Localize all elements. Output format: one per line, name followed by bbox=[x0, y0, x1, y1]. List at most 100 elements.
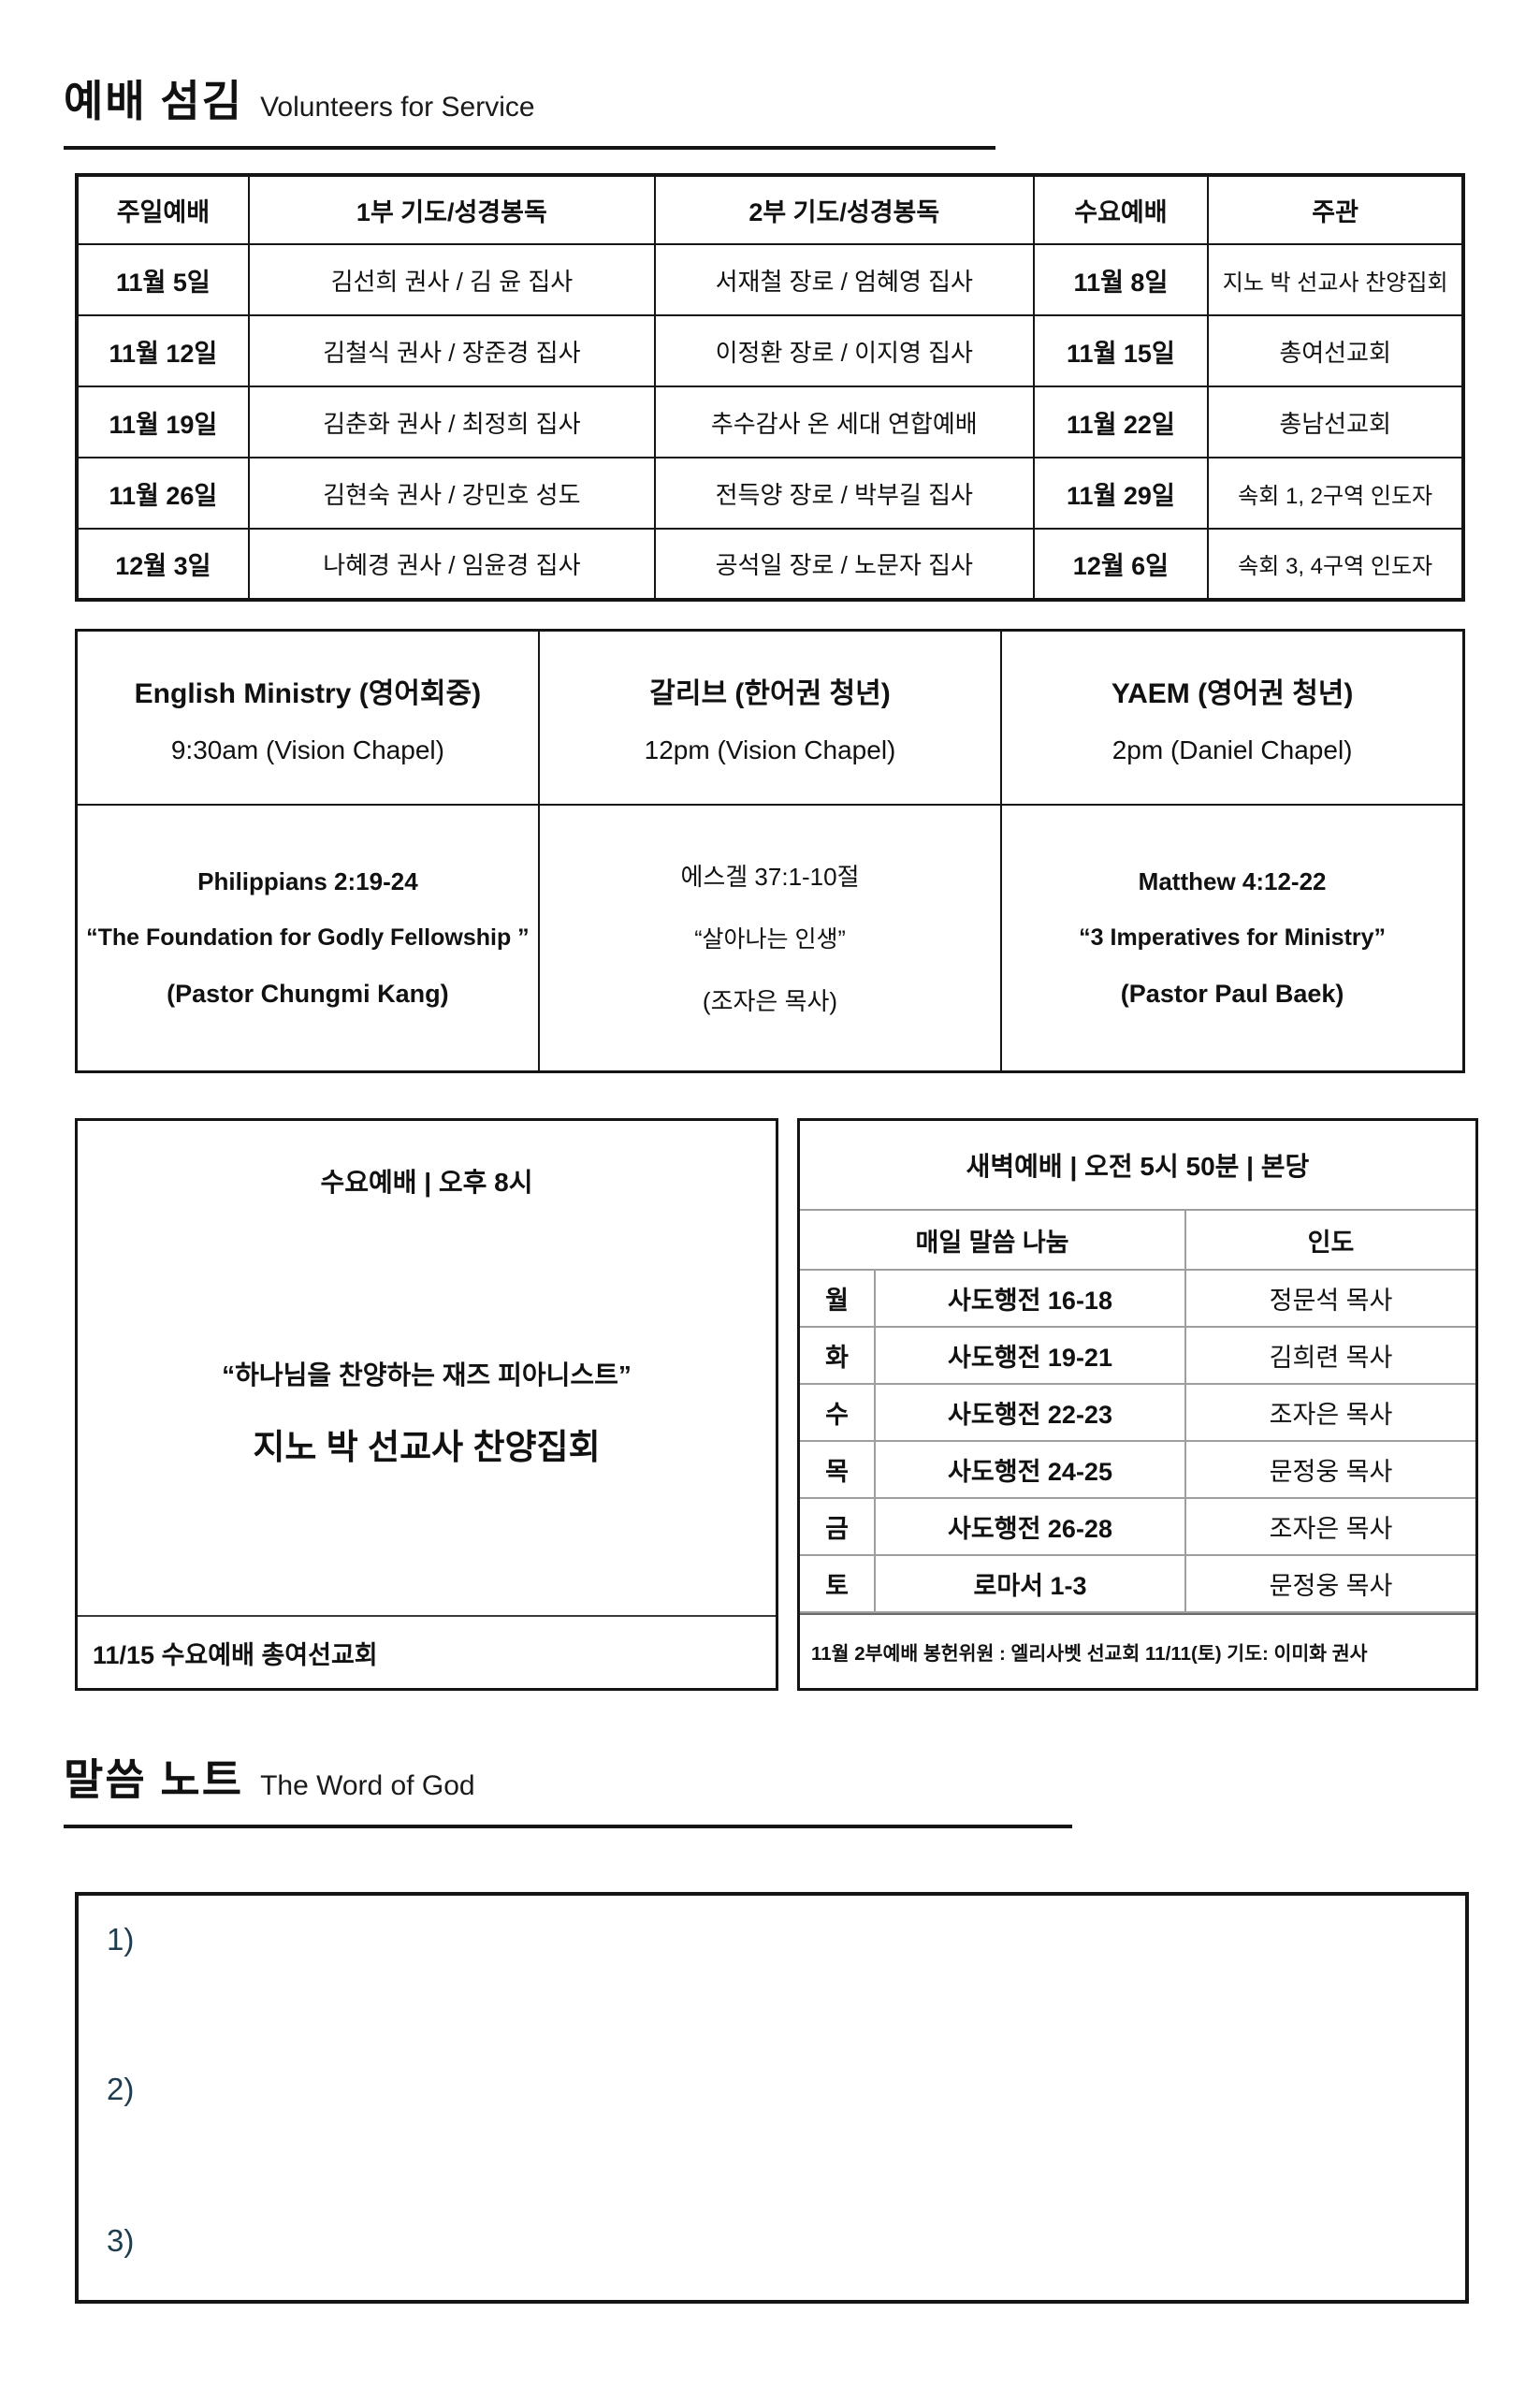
wednesday-date-cell: 11월 15일 bbox=[1032, 314, 1210, 387]
day-cell: 화 bbox=[800, 1326, 876, 1385]
dawn-header-row: 매일 말씀 나눔 인도 bbox=[800, 1209, 1475, 1271]
ministry-galib-header: 갈리브 (한어권 청년) 12pm (Vision Chapel) bbox=[537, 629, 1003, 806]
table-row: 월 사도행전 16-18 정문석 목사 bbox=[800, 1269, 1475, 1328]
leader-cell: 문정웅 목사 bbox=[1184, 1554, 1475, 1613]
volunteers-header-row: 주일예배 1부 기도/성경봉독 2부 기도/성경봉독 수요예배 주관 bbox=[76, 174, 1464, 245]
ministry-english-header: English Ministry (영어회중) 9:30am (Vision C… bbox=[75, 629, 540, 806]
column-header-first-service: 1부 기도/성경봉독 bbox=[247, 174, 656, 245]
scripture-cell: 사도행전 26-28 bbox=[873, 1497, 1187, 1556]
sunday-date-cell: 11월 12일 bbox=[76, 314, 250, 387]
table-row: 수 사도행전 22-23 조자은 목사 bbox=[800, 1383, 1475, 1442]
word-title-korean: 말씀 노트 bbox=[64, 1755, 244, 1804]
wednesday-date-cell: 12월 6일 bbox=[1032, 528, 1210, 601]
scripture-cell: 사도행전 22-23 bbox=[873, 1383, 1187, 1442]
sermon-notes-box: 1) 2) 3) bbox=[75, 1892, 1469, 2304]
wednesday-event-tagline: “하나님을 찬양하는 재즈 피아니스트” bbox=[222, 1360, 632, 1389]
leader-cell: 정문석 목사 bbox=[1184, 1269, 1475, 1328]
host-cell: 총여선교회 bbox=[1207, 314, 1464, 387]
note-number-2: 2) bbox=[107, 2072, 135, 2106]
ministries-sermon-row: Philippians 2:19-24 “The Foundation for … bbox=[75, 803, 1465, 1073]
table-row: 12월 3일 나혜경 권사 / 임윤경 집사 공석일 장로 / 노문자 집사 1… bbox=[76, 528, 1464, 601]
first-service-cell: 김철식 권사 / 장준경 집사 bbox=[247, 314, 656, 387]
sermon-scripture: Matthew 4:12-22 bbox=[1138, 866, 1327, 895]
day-cell: 토 bbox=[800, 1554, 876, 1613]
scripture-cell: 로마서 1-3 bbox=[873, 1554, 1187, 1613]
wednesday-footer-note: 11/15 수요예배 총여선교회 bbox=[78, 1615, 776, 1688]
wednesday-event-block: “하나님을 찬양하는 재즈 피아니스트” 지노 박 선교사 찬양집회 bbox=[78, 1355, 776, 1469]
first-service-cell: 김현숙 권사 / 강민호 성도 bbox=[247, 457, 656, 530]
scripture-cell: 사도행전 19-21 bbox=[873, 1326, 1187, 1385]
column-header-second-service: 2부 기도/성경봉독 bbox=[653, 174, 1035, 245]
wednesday-date-cell: 11월 29일 bbox=[1032, 457, 1210, 530]
volunteers-title-english: Volunteers for Service bbox=[260, 92, 535, 123]
table-row: 11월 12일 김철식 권사 / 장준경 집사 이정환 장로 / 이지영 집사 … bbox=[76, 314, 1464, 387]
leader-cell: 조자은 목사 bbox=[1184, 1383, 1475, 1442]
wednesday-date-cell: 11월 22일 bbox=[1032, 386, 1210, 458]
host-cell: 총남선교회 bbox=[1207, 386, 1464, 458]
ministry-yaem-header: YAEM (영어권 청년) 2pm (Daniel Chapel) bbox=[1000, 629, 1465, 806]
word-title-english: The Word of God bbox=[260, 1770, 475, 1801]
second-service-cell: 서재철 장로 / 엄혜영 집사 bbox=[653, 243, 1035, 316]
first-service-cell: 김선희 권사 / 김 윤 집사 bbox=[247, 243, 656, 316]
sunday-date-cell: 11월 5일 bbox=[76, 243, 250, 316]
ministry-time: 12pm (Vision Chapel) bbox=[644, 735, 896, 764]
dawn-service-table: 매일 말씀 나눔 인도 월 사도행전 16-18 정문석 목사 화 사도행전 1… bbox=[800, 1209, 1475, 1613]
sermon-title: “살아나는 인생” bbox=[694, 926, 846, 953]
table-row: 금 사도행전 26-28 조자은 목사 bbox=[800, 1497, 1475, 1556]
dawn-service-box: 새벽예배 | 오전 5시 50분 | 본당 매일 말씀 나눔 인도 월 사도행전… bbox=[797, 1118, 1478, 1691]
ministry-name: English Ministry (영어회중) bbox=[134, 677, 482, 709]
host-cell: 속회 1, 2구역 인도자 bbox=[1207, 457, 1464, 530]
scripture-cell: 사도행전 16-18 bbox=[873, 1269, 1187, 1328]
wednesday-service-box: 수요예배 | 오후 8시 “하나님을 찬양하는 재즈 피아니스트” 지노 박 선… bbox=[75, 1118, 778, 1691]
first-service-cell: 나혜경 권사 / 임윤경 집사 bbox=[247, 528, 656, 601]
sermon-scripture: 에스겔 37:1-10절 bbox=[680, 863, 860, 892]
table-row: 11월 26일 김현숙 권사 / 강민호 성도 전득양 장로 / 박부길 집사 … bbox=[76, 457, 1464, 530]
ministry-name: 갈리브 (한어권 청년) bbox=[649, 677, 891, 709]
host-cell: 속회 3, 4구역 인도자 bbox=[1207, 528, 1464, 601]
leader-cell: 조자은 목사 bbox=[1184, 1497, 1475, 1556]
wednesday-event-name: 지노 박 선교사 찬양집회 bbox=[253, 1428, 601, 1466]
ministries-table: English Ministry (영어회중) 9:30am (Vision C… bbox=[75, 629, 1465, 1073]
column-header-leader: 인도 bbox=[1184, 1209, 1475, 1271]
table-row: 11월 5일 김선희 권사 / 김 윤 집사 서재철 장로 / 엄혜영 집사 1… bbox=[76, 243, 1464, 316]
column-header-host: 주관 bbox=[1207, 174, 1464, 245]
second-service-cell: 추수감사 온 세대 연합예배 bbox=[653, 386, 1035, 458]
volunteers-table: 주일예배 1부 기도/성경봉독 2부 기도/성경봉독 수요예배 주관 11월 5… bbox=[75, 173, 1465, 602]
sunday-date-cell: 12월 3일 bbox=[76, 528, 250, 601]
section-volunteers-header: 예배 섬김 Volunteers for Service bbox=[64, 67, 995, 150]
wednesday-date-cell: 11월 8일 bbox=[1032, 243, 1210, 316]
table-row: 화 사도행전 19-21 김희련 목사 bbox=[800, 1326, 1475, 1385]
sunday-date-cell: 11월 26일 bbox=[76, 457, 250, 530]
day-cell: 금 bbox=[800, 1497, 876, 1556]
first-service-cell: 김춘화 권사 / 최정희 집사 bbox=[247, 386, 656, 458]
day-cell: 월 bbox=[800, 1269, 876, 1328]
table-row: 목 사도행전 24-25 문정웅 목사 bbox=[800, 1440, 1475, 1499]
leader-cell: 김희련 목사 bbox=[1184, 1326, 1475, 1385]
dawn-footer-note: 11월 2부예배 봉헌위원 : 엘리사벳 선교회 11/11(토) 기도: 이미… bbox=[800, 1613, 1475, 1688]
ministry-name: YAEM (영어권 청년) bbox=[1111, 677, 1354, 709]
ministries-header-row: English Ministry (영어회중) 9:30am (Vision C… bbox=[75, 629, 1465, 806]
column-header-daily-word: 매일 말씀 나눔 bbox=[800, 1209, 1187, 1271]
sermon-title: “The Foundation for Godly Fellowship ” bbox=[86, 924, 530, 951]
sermon-preacher: (Pastor Chungmi Kang) bbox=[167, 979, 449, 1008]
second-service-cell: 이정환 장로 / 이지영 집사 bbox=[653, 314, 1035, 387]
ministry-time: 2pm (Daniel Chapel) bbox=[1111, 735, 1353, 764]
section-word-header: 말씀 노트 The Word of God bbox=[64, 1746, 1072, 1828]
ministry-galib-sermon: 에스겔 37:1-10절 “살아나는 인생” (조자은 목사) bbox=[537, 803, 1003, 1073]
wednesday-service-title: 수요예배 | 오후 8시 bbox=[320, 1168, 533, 1197]
ministry-time: 9:30am (Vision Chapel) bbox=[170, 735, 444, 764]
note-number-1: 1) bbox=[107, 1922, 135, 1957]
volunteers-title-korean: 예배 섬김 bbox=[64, 77, 244, 125]
note-number-3: 3) bbox=[107, 2223, 135, 2258]
column-header-wednesday: 수요예배 bbox=[1032, 174, 1210, 245]
sunday-date-cell: 11월 19일 bbox=[76, 386, 250, 458]
host-cell: 지노 박 선교사 찬양집회 bbox=[1207, 243, 1464, 316]
scripture-cell: 사도행전 24-25 bbox=[873, 1440, 1187, 1499]
sermon-title: “3 Imperatives for Ministry” bbox=[1079, 924, 1387, 951]
sermon-scripture: Philippians 2:19-24 bbox=[197, 866, 418, 895]
second-service-cell: 전득양 장로 / 박부길 집사 bbox=[653, 457, 1035, 530]
sermon-preacher: (조자은 목사) bbox=[702, 987, 838, 1016]
second-service-cell: 공석일 장로 / 노문자 집사 bbox=[653, 528, 1035, 601]
day-cell: 목 bbox=[800, 1440, 876, 1499]
